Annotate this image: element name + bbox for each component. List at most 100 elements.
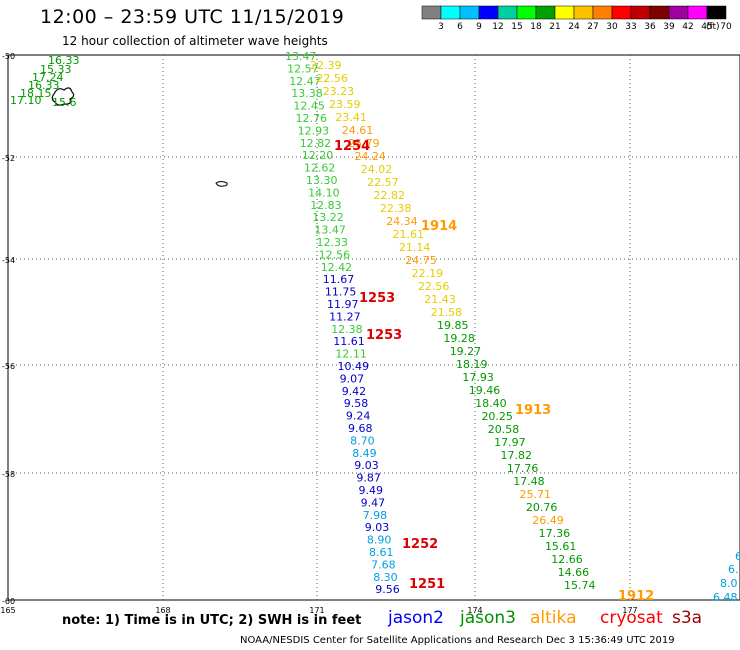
scale-tick: 30 — [606, 22, 618, 32]
track-b-point: 23.59 — [329, 98, 361, 111]
map-subtitle: 12 hour collection of altimeter wave hei… — [62, 34, 328, 48]
track-b-point: 20.58 — [488, 423, 520, 436]
track-b-point: 21.61 — [393, 228, 425, 241]
scale-tick: 45 — [701, 22, 713, 32]
lon-label: 171 — [309, 606, 324, 615]
track-b-point: 24.34 — [386, 215, 418, 228]
scale-swatch — [535, 5, 556, 20]
track-b-point: 20.25 — [481, 410, 513, 423]
track-b-point: 22.19 — [412, 267, 444, 280]
legend-s3a: s3a — [672, 608, 703, 628]
track-a-point: 7.98 — [363, 509, 388, 522]
track-b-point: 17.82 — [501, 449, 533, 462]
track-a-point: 12.47 — [289, 75, 321, 88]
pass-time-label: 1913 — [515, 403, 551, 418]
scale-swatch — [459, 5, 480, 20]
track-a-point: 11.67 — [323, 273, 355, 286]
track-b-point: 26.49 — [532, 514, 564, 527]
corner-point: 17.10 — [10, 94, 42, 107]
track-a-point: 9.87 — [356, 472, 381, 485]
track-b-point: 20.76 — [526, 501, 558, 514]
track-a-point: 9.49 — [359, 484, 384, 497]
track-b-point: 23.41 — [335, 111, 367, 124]
scale-tick: 27 — [587, 22, 599, 32]
track-a-point: 12.83 — [310, 199, 342, 212]
right-edge-point: 8.0 — [720, 577, 738, 590]
right-edge-point: 6. — [728, 563, 739, 576]
track-b-point: 22.82 — [374, 189, 406, 202]
track-a-point: 12.82 — [300, 137, 332, 150]
track-b-point: 24.61 — [342, 124, 374, 137]
track-b-point: 23.23 — [323, 85, 355, 98]
scale-tick: 3 — [438, 22, 444, 32]
legend-cryosat: cryosat — [600, 608, 663, 628]
lon-label: 168 — [155, 606, 170, 615]
pass-time-label: 1253 — [359, 291, 395, 306]
track-a-point: 9.68 — [348, 422, 373, 435]
track-b-point: 19.85 — [437, 319, 469, 332]
track-a-point: 13.30 — [306, 174, 338, 187]
track-b-point: 14.66 — [558, 566, 590, 579]
track-a-point: 11.27 — [329, 310, 361, 323]
track-a-point: 9.03 — [365, 521, 390, 534]
scale-swatch — [421, 5, 442, 20]
track-b-point: 21.14 — [399, 241, 431, 254]
lat-label: -50 — [2, 52, 15, 61]
track-b-point: 24.75 — [405, 254, 437, 267]
scale-swatch — [554, 5, 575, 20]
track-b-point: 24.24 — [354, 150, 386, 163]
lon-label: 177 — [622, 606, 637, 615]
legend-altika: altika — [530, 608, 577, 628]
track-a-point: 11.97 — [327, 298, 359, 311]
scale-swatch — [687, 5, 708, 20]
legend-jason2: jason2 — [388, 608, 444, 628]
scale-tick: 24 — [568, 22, 580, 32]
corner-point: 17.24 — [32, 71, 64, 84]
scale-tick: 12 — [492, 22, 504, 32]
track-b-point: 17.93 — [462, 371, 494, 384]
scale-tick: 70 — [720, 22, 732, 32]
lat-label: -54 — [2, 256, 15, 265]
track-b-point: 22.56 — [418, 280, 450, 293]
corner-point: 15.33 — [40, 63, 72, 76]
track-a-point: 13.38 — [291, 87, 323, 100]
corner-point: 15.6 — [52, 96, 77, 109]
track-a-point: 14.10 — [308, 186, 340, 199]
island-outline — [51, 87, 75, 106]
scale-tick: 15 — [511, 22, 523, 32]
corner-point: 16.33 — [48, 54, 80, 67]
track-a-point: 13.47 — [285, 50, 317, 63]
footer-credit: NOAA/NESDIS Center for Satellite Applica… — [240, 635, 675, 646]
track-b-point: 17.97 — [494, 436, 526, 449]
track-a-point: 8.49 — [352, 447, 377, 460]
track-a-point: 8.30 — [373, 571, 398, 584]
track-a-point: 9.47 — [361, 496, 386, 509]
track-a-point: 8.70 — [350, 434, 375, 447]
track-a-point: 13.22 — [312, 211, 344, 224]
track-a-point: 12.62 — [304, 162, 336, 175]
track-b-point: 21.43 — [424, 293, 456, 306]
scale-tick: 39 — [663, 22, 675, 32]
track-a-point: 9.56 — [375, 583, 400, 596]
track-b-point: 22.56 — [316, 72, 348, 85]
scale-swatch — [649, 5, 670, 20]
scale-swatch — [478, 5, 499, 20]
scale-swatch — [668, 5, 689, 20]
scale-swatch — [611, 5, 632, 20]
right-edge-point: 6.48 — [713, 591, 738, 604]
track-b-point: 15.74 — [564, 579, 596, 592]
track-b-point: 17.76 — [507, 462, 538, 475]
scale-swatch — [592, 5, 613, 20]
pass-time-label: 1253 — [366, 328, 402, 343]
scale-tick: 36 — [644, 22, 656, 32]
track-a-point: 11.61 — [333, 335, 365, 348]
track-a-point: 9.24 — [346, 410, 371, 423]
pass-time-label: 1914 — [421, 219, 457, 234]
legend-jason3: jason3 — [460, 608, 516, 628]
track-a-point: 9.42 — [342, 385, 367, 398]
pass-time-label: 1912 — [618, 589, 654, 604]
lon-label: 174 — [467, 606, 482, 615]
track-a-point: 12.45 — [293, 100, 325, 113]
lon-label: 165 — [0, 606, 15, 615]
